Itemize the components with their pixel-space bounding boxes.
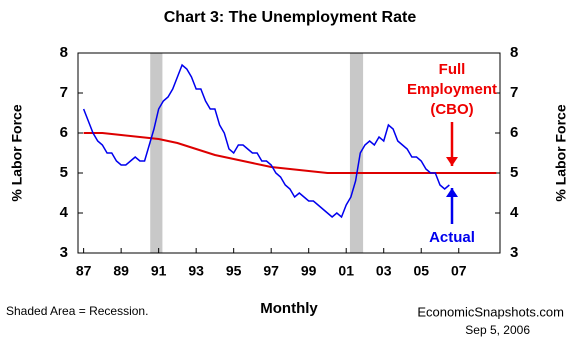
recession-band — [150, 53, 163, 253]
x-tick-label: 89 — [113, 263, 129, 279]
series-line — [83, 132, 497, 174]
note: EconomicSnapshots.com — [417, 304, 564, 319]
y2-tick-label: 6 — [510, 124, 518, 141]
plot-frame — [77, 52, 501, 254]
x-tick-label: 05 — [413, 263, 429, 279]
arrow-head — [446, 157, 458, 166]
y2-axis-title: % Labor Force — [553, 104, 569, 201]
annotation: Employment — [407, 81, 497, 98]
x-tick-label: 93 — [188, 263, 204, 279]
x-tick-label: 91 — [151, 263, 167, 279]
x-tick-label: 03 — [376, 263, 392, 279]
arrow-head — [446, 188, 458, 197]
annotation: (CBO) — [430, 101, 473, 118]
y-tick-label: 4 — [60, 204, 69, 221]
recession-band — [349, 53, 364, 253]
y-tick-label: 8 — [60, 44, 68, 61]
annotation: Actual — [429, 229, 475, 246]
x-tick-label: 99 — [301, 263, 317, 279]
y2-tick-label: 7 — [510, 84, 518, 101]
note: Sep 5, 2006 — [465, 323, 530, 337]
y2-tick-label: 5 — [510, 164, 518, 181]
x-tick-label: 01 — [338, 263, 354, 279]
x-axis-title: Monthly — [260, 300, 318, 317]
y-tick-label: 7 — [60, 84, 68, 101]
annotation: Full — [439, 61, 466, 78]
y2-tick-label: 4 — [510, 204, 519, 221]
x-tick-label: 95 — [226, 263, 242, 279]
y-tick-label: 3 — [60, 244, 68, 261]
x-tick-label: 07 — [451, 263, 467, 279]
x-tick-label: 97 — [263, 263, 279, 279]
note: Shaded Area = Recession. — [6, 304, 148, 318]
series-line — [82, 63, 450, 219]
y-axis-title: % Labor Force — [9, 104, 25, 201]
y-tick-label: 6 — [60, 124, 68, 141]
y2-tick-label: 8 — [510, 44, 518, 61]
y2-tick-label: 3 — [510, 244, 518, 261]
chart-title: Chart 3: The Unemployment Rate — [164, 9, 417, 26]
x-tick-label: 87 — [76, 263, 92, 279]
y-tick-label: 5 — [60, 164, 68, 181]
